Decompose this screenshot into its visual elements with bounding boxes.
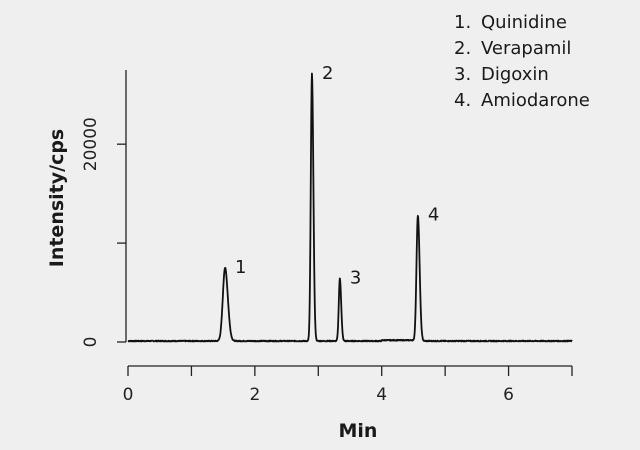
legend: 1. Quinidine 2. Verapamil 3. Digoxin 4. Amiodar…	[454, 12, 590, 111]
legend-item: Quinidine	[481, 12, 567, 33]
y-axis-title: Intensity/cps	[46, 129, 68, 268]
y-ticks: 0 20000	[81, 117, 126, 347]
x-axis-title: Min	[339, 420, 378, 442]
legend-number: 4.	[454, 90, 471, 111]
x-axis: 0 2 4 6	[123, 365, 573, 405]
legend-number: 2.	[454, 38, 471, 59]
peak-label: 2	[322, 63, 333, 84]
peak-label: 3	[350, 268, 361, 289]
legend-item: Verapamil	[481, 38, 571, 59]
legend-item: Digoxin	[481, 64, 549, 85]
x-tick-label: 6	[503, 385, 514, 405]
peak-label: 4	[428, 204, 439, 225]
legend-number: 1.	[454, 12, 471, 33]
legend-number: 3.	[454, 64, 471, 85]
x-tick-label: 0	[123, 385, 134, 405]
legend-item: Amiodarone	[481, 90, 590, 111]
x-ticks: 0 2 4 6	[123, 366, 573, 405]
y-axis: 0 20000	[81, 70, 127, 347]
x-tick-label: 2	[249, 385, 260, 405]
peak-labels: 1 2 3 4	[235, 63, 439, 289]
chromatogram-trace	[127, 72, 573, 343]
x-tick-label: 4	[376, 385, 387, 405]
peak-label: 1	[235, 257, 246, 278]
y-tick-label: 20000	[81, 117, 101, 171]
y-tick-label: 0	[81, 337, 101, 348]
